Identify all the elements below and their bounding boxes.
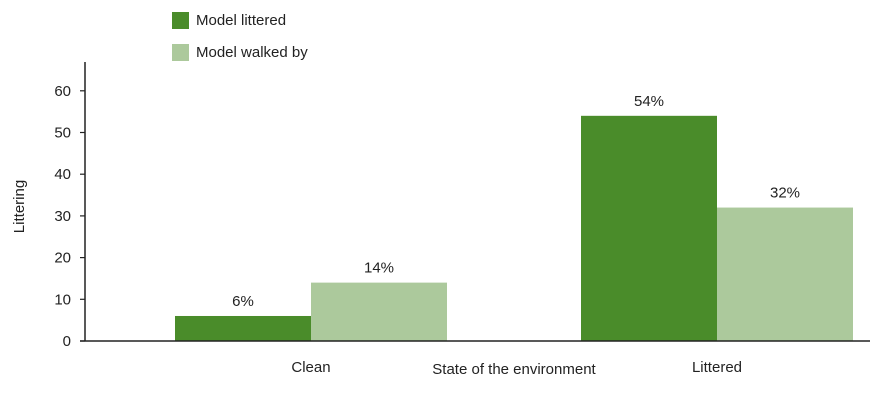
y-axis-title: Littering: [11, 180, 28, 233]
bars: [175, 115, 853, 341]
y-tick-label: 30: [54, 208, 71, 225]
legend-item-model-littered: Model littered: [172, 10, 308, 30]
y-tick-label: 50: [54, 125, 71, 142]
y-tick-label: 20: [54, 250, 71, 267]
y-tick-label: 10: [54, 291, 71, 308]
x-axis-categories: Clean Littered: [291, 359, 742, 376]
legend-swatch-model-walked-by: [172, 43, 189, 61]
data-label: 6%: [232, 293, 254, 310]
data-label: 14%: [364, 260, 394, 277]
bar-littered-model-littered: [581, 115, 717, 341]
x-category-label: Littered: [692, 359, 742, 376]
data-label: 54%: [634, 93, 664, 110]
y-axis-ticks: 0 10 20 30 40 50 60: [54, 83, 85, 350]
y-tick-label: 0: [63, 333, 71, 350]
bar-clean-model-littered: [175, 315, 311, 341]
data-label: 32%: [770, 185, 800, 202]
y-tick-label: 40: [54, 166, 71, 183]
legend: Model littered Model walked by: [172, 10, 308, 74]
data-labels: 6% 14% 54% 32%: [232, 93, 800, 310]
legend-item-model-walked-by: Model walked by: [172, 42, 308, 62]
bar-clean-model-walked-by: [311, 282, 447, 341]
legend-swatch-model-littered: [172, 11, 189, 29]
bar-littered-model-walked-by: [717, 207, 853, 341]
y-tick-label: 60: [54, 83, 71, 100]
legend-label-model-littered: Model littered: [196, 11, 287, 29]
x-axis-title: State of the environment: [432, 361, 596, 378]
legend-label-model-walked-by: Model walked by: [196, 43, 308, 61]
x-category-label: Clean: [291, 359, 330, 376]
